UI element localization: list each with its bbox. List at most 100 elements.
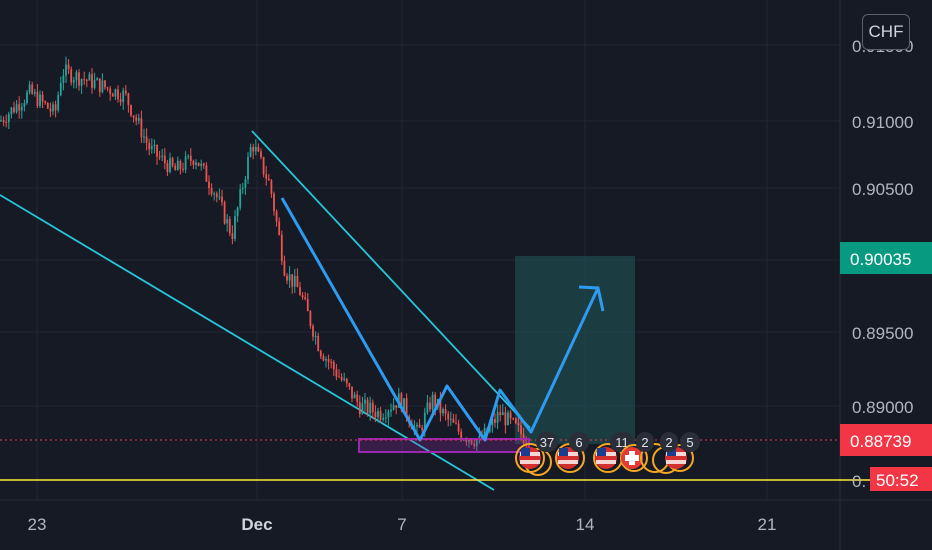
candle-body [179, 161, 182, 169]
candle-body [278, 221, 281, 235]
candle-body [226, 219, 229, 224]
candle-body [265, 174, 268, 179]
candle-body [473, 443, 476, 447]
candle-body [366, 399, 369, 414]
candle-body [140, 118, 143, 138]
candle-body [153, 144, 156, 147]
candle-body [52, 104, 54, 112]
candle-body [150, 146, 153, 150]
candle-body [369, 402, 372, 414]
candle-body [457, 423, 460, 432]
candle-body [83, 79, 86, 81]
candle-body [252, 146, 255, 152]
candle-body [75, 72, 78, 81]
candle-body [96, 78, 99, 81]
candle-body [309, 311, 312, 326]
candle-body [62, 75, 65, 83]
candle-body [111, 93, 114, 97]
candle-body [26, 92, 28, 104]
price-tick-label: 0.90500 [852, 180, 913, 199]
candle-body [18, 104, 21, 111]
event-count: 2 [665, 435, 672, 450]
candle-body [400, 393, 403, 410]
candle-body [10, 107, 13, 115]
candle-body [36, 91, 39, 107]
candle-body [468, 440, 470, 442]
candle-body [356, 394, 359, 403]
candle-body [65, 64, 67, 76]
candle-body [106, 87, 109, 89]
candle-body [218, 196, 221, 198]
candle-body [231, 233, 234, 239]
channel-lower-line[interactable] [0, 194, 495, 491]
event-count-badge[interactable] [680, 432, 700, 452]
candle-body [379, 410, 382, 420]
candle-body [130, 105, 132, 116]
candle-body [460, 431, 463, 440]
event-count-badge[interactable] [569, 432, 589, 452]
candle-body [374, 412, 377, 418]
candle-body [390, 409, 392, 412]
candle-body [187, 155, 190, 157]
event-count: 5 [686, 435, 693, 450]
candle-body [210, 187, 213, 195]
candle-body [80, 79, 83, 86]
candle-body [462, 439, 465, 441]
event-count-badge[interactable] [660, 432, 678, 452]
candle-body [288, 274, 291, 281]
candle-body [205, 165, 208, 182]
event-count: 37 [540, 435, 554, 450]
candle-body [273, 193, 275, 212]
candle-body [377, 410, 379, 418]
candle-body [296, 276, 299, 288]
candle-body [117, 89, 119, 100]
candle-body [392, 405, 395, 410]
event-count-badge[interactable] [536, 432, 558, 452]
candle-body [197, 162, 200, 166]
candle-body [67, 64, 70, 70]
channel-upper-line[interactable] [251, 130, 531, 429]
candle-body [85, 79, 88, 81]
candle-body [364, 399, 366, 404]
candle-body [494, 419, 496, 423]
target-price-tag [840, 242, 932, 274]
candle-body [236, 207, 239, 217]
support-zone-box[interactable] [358, 438, 530, 453]
candle-body [314, 335, 317, 337]
date-label: 21 [758, 515, 777, 534]
target-zone-box[interactable] [515, 256, 635, 444]
month-label: Dec [241, 515, 272, 534]
candle-body [57, 95, 60, 111]
candle-body [387, 411, 390, 418]
candle-body [15, 104, 18, 113]
candle-body [382, 417, 385, 420]
time-scale[interactable]: 23 Dec 7 14 21 [28, 515, 777, 534]
candle-body [434, 394, 437, 408]
candle-body [338, 376, 340, 378]
candles [0, 56, 530, 456]
candle-body [72, 80, 75, 83]
candle-body [384, 417, 387, 419]
candle-body [161, 155, 164, 157]
candle-body [223, 202, 226, 224]
candle-body [192, 161, 195, 165]
candle-body [33, 91, 36, 94]
candle-body [122, 90, 125, 102]
candle-body [447, 413, 450, 420]
candle-body [78, 72, 80, 86]
currency-badge[interactable]: CHF [862, 14, 910, 50]
candle-body [426, 402, 429, 413]
event-count-badge[interactable] [636, 432, 654, 452]
candle-body [325, 359, 327, 361]
candle-body [351, 386, 353, 399]
candle-body [13, 107, 15, 113]
candle-body [478, 435, 481, 441]
candle-body [174, 165, 177, 171]
candle-body [270, 180, 273, 194]
candle-body [200, 163, 203, 166]
candle-body [304, 297, 307, 300]
candle-body [260, 151, 262, 158]
candle-body [262, 157, 265, 175]
price-scale[interactable]: 0.91500 0.91000 0.90500 0.89500 0.89000 … [840, 37, 932, 491]
